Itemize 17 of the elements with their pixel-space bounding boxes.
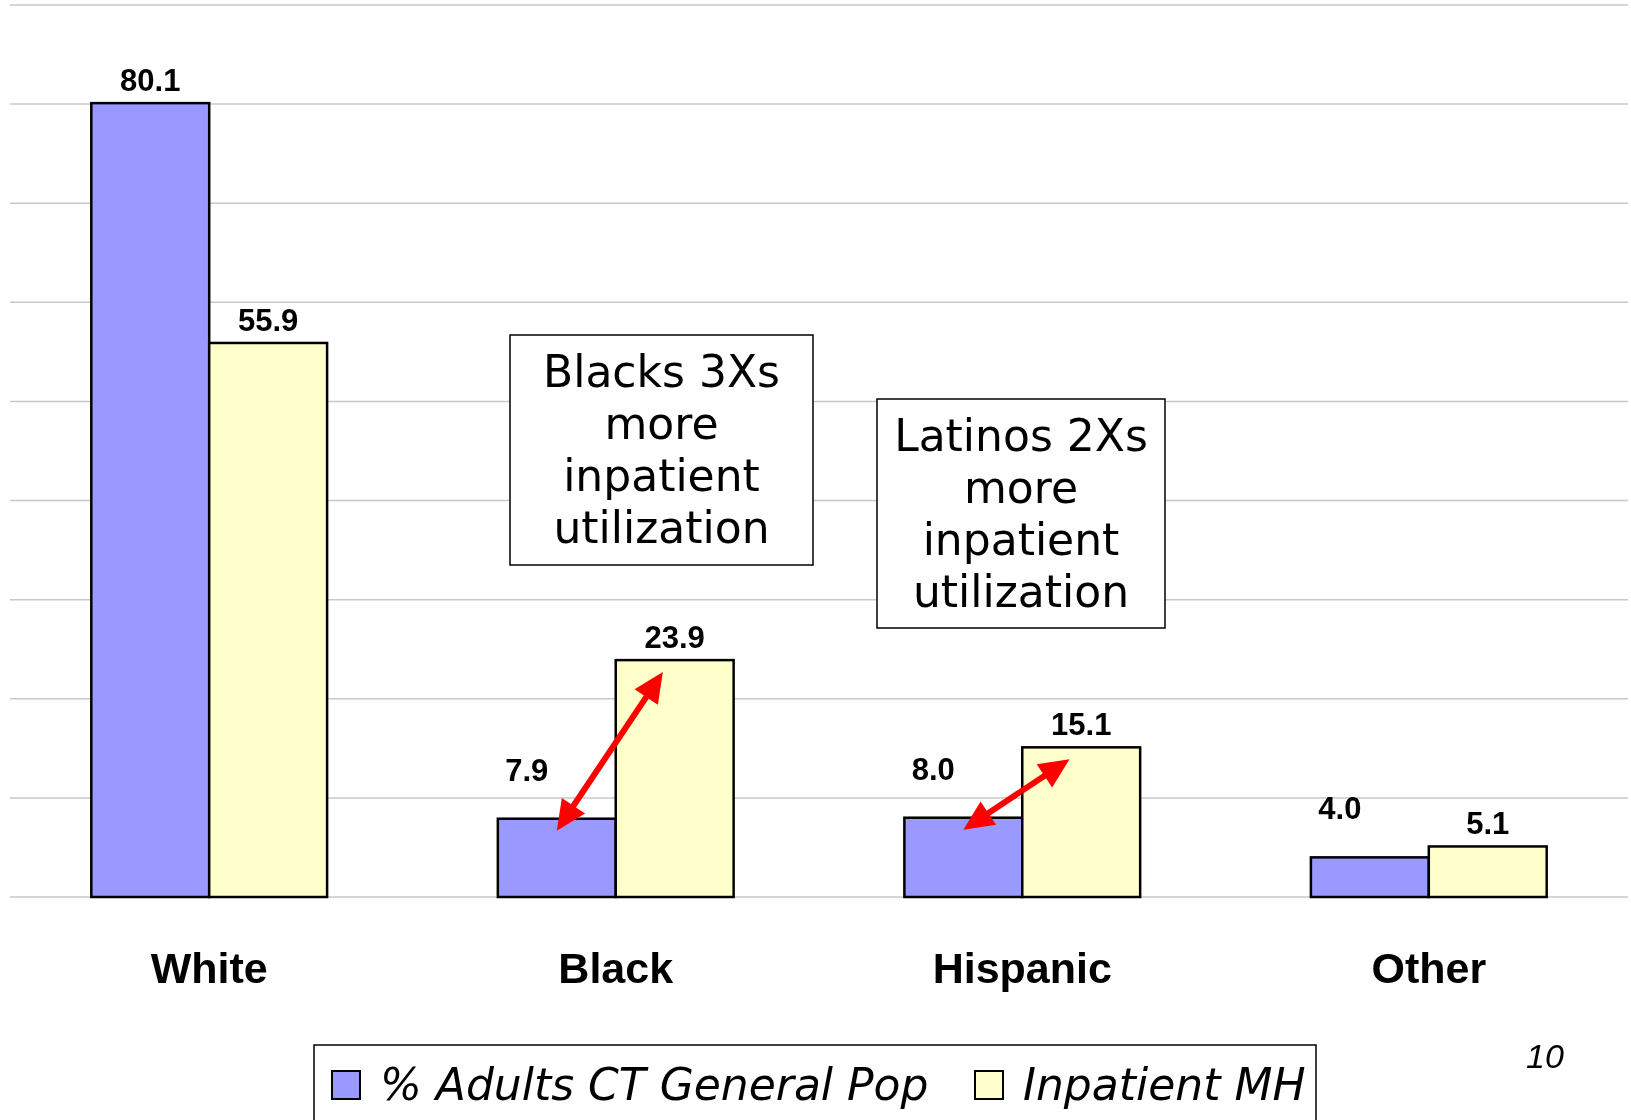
text: 10 — [1526, 1037, 1564, 1075]
data-label: 8.0 — [911, 751, 955, 787]
data-label: 55.9 — [237, 302, 299, 338]
x-tick-label: Black — [558, 944, 674, 992]
data-label: 7.9 — [505, 752, 549, 788]
data-label: 80.1 — [120, 63, 181, 99]
data-label: 23.9 — [644, 620, 705, 656]
x-tick-label: Hispanic — [932, 944, 1112, 992]
data-label: 4.0 — [1318, 791, 1362, 827]
annotation: Blacks 3Xs more inpatient utilization — [542, 346, 781, 553]
data-label: 5.1 — [1466, 806, 1510, 842]
data-label: 15.1 — [1051, 707, 1112, 743]
x-tick-label: White — [150, 944, 268, 992]
legend-label: % Adults CT General Pop — [380, 1059, 929, 1110]
x-tick-label: Other — [1371, 944, 1487, 992]
annotation: Latinos 2Xs more inpatient utilization — [894, 409, 1148, 617]
legend-label: Inpatient MH — [1023, 1059, 1306, 1110]
